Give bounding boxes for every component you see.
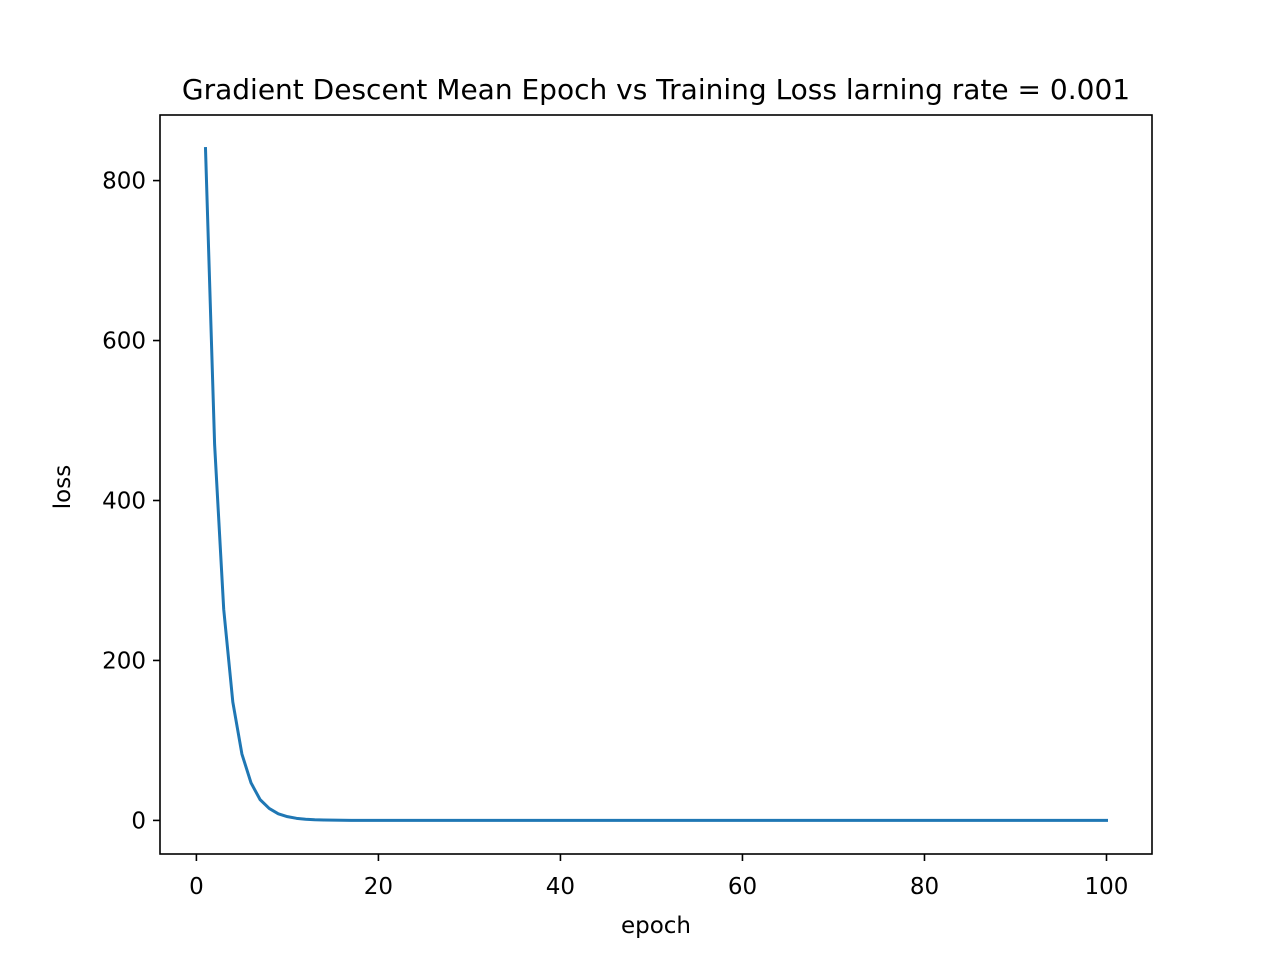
y-axis-ticks: 0 200 400 600 800 (102, 169, 160, 834)
plot-area (159, 114, 1153, 855)
x-tick-label: 40 (546, 874, 575, 900)
y-tick-label: 400 (102, 488, 146, 514)
x-tick-label: 80 (910, 874, 939, 900)
y-tick-label: 200 (102, 648, 146, 674)
loss-series-line (203, 147, 1108, 822)
x-tick-label: 100 (1085, 874, 1129, 900)
chart-title: Gradient Descent Mean Epoch vs Training … (182, 73, 1130, 106)
x-tick-label: 0 (189, 874, 204, 900)
x-axis-ticks: 0 20 40 60 80 100 (189, 854, 1128, 900)
y-axis-label: loss (50, 465, 76, 509)
x-tick-label: 60 (728, 874, 757, 900)
y-tick-label: 0 (131, 808, 146, 834)
x-tick-label: 20 (364, 874, 393, 900)
y-tick-label: 600 (102, 329, 146, 355)
x-axis-label: epoch (621, 913, 691, 939)
plot-frame (159, 114, 1153, 855)
y-tick-label: 800 (102, 169, 146, 195)
plot-background (160, 115, 1152, 854)
